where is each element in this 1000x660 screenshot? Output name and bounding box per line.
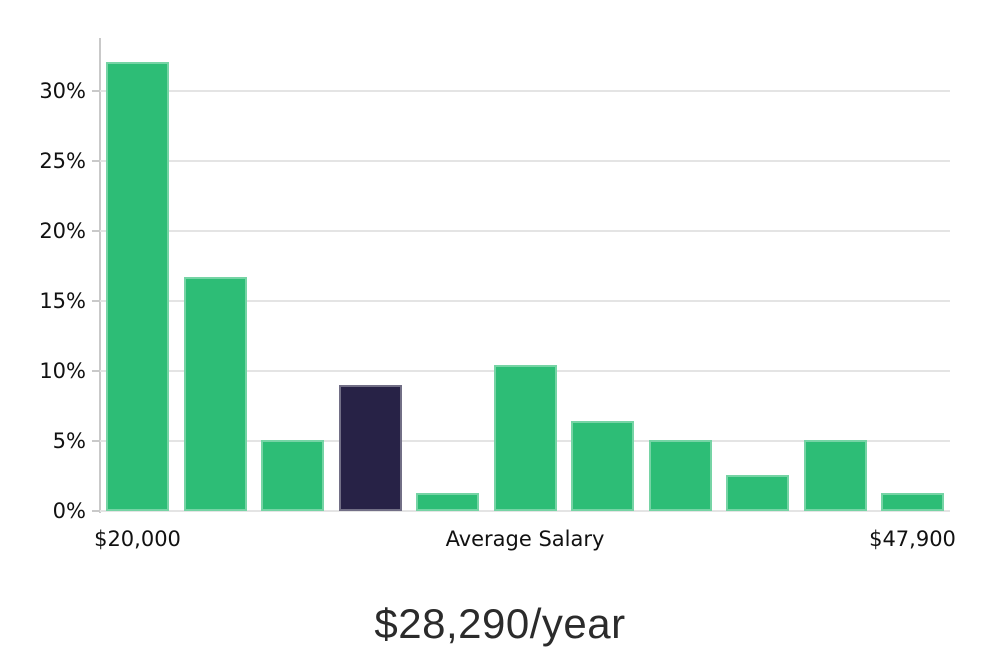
salary-bar xyxy=(416,492,479,511)
gridline-15% xyxy=(100,300,950,303)
salary-bar xyxy=(571,421,634,511)
gridline-20% xyxy=(100,230,950,233)
y-axis-tick xyxy=(92,370,100,373)
salary-bar xyxy=(803,439,867,511)
salary-bar xyxy=(183,277,247,511)
y-axis-tick xyxy=(92,510,100,512)
x-tick-label: $20,000 xyxy=(94,527,181,551)
y-tick-label: 30% xyxy=(39,79,86,104)
y-tick-label: 0% xyxy=(52,499,86,523)
gridline-30% xyxy=(100,90,950,93)
salary-bar xyxy=(726,474,789,511)
x-axis-labels: $20,000 Average Salary $47,900 xyxy=(94,526,956,556)
y-tick-label: 25% xyxy=(39,149,86,174)
salary-bar xyxy=(493,365,557,511)
y-axis-tick xyxy=(92,160,100,163)
x-tick-label: Average Salary xyxy=(445,527,605,551)
y-tick-label: 15% xyxy=(39,289,86,314)
salary-bar xyxy=(261,439,324,511)
y-axis-tick xyxy=(92,230,100,233)
y-axis-line xyxy=(99,38,101,513)
y-axis-tick xyxy=(92,300,100,303)
average-salary-bar xyxy=(338,385,402,511)
average-salary-caption: $28,290/year xyxy=(374,600,626,647)
plot-area xyxy=(100,38,950,512)
salary-bar xyxy=(106,61,169,511)
salary-bar xyxy=(648,439,712,511)
y-tick-label: 20% xyxy=(39,219,86,244)
y-tick-label: 5% xyxy=(52,429,86,454)
y-axis-tick xyxy=(92,90,100,93)
x-tick-label: $47,900 xyxy=(869,527,956,551)
gridline-25% xyxy=(100,160,950,163)
y-tick-label: 10% xyxy=(39,359,86,384)
gridline-0% xyxy=(100,510,950,512)
salary-bar xyxy=(881,492,944,511)
y-axis-tick xyxy=(92,440,100,443)
